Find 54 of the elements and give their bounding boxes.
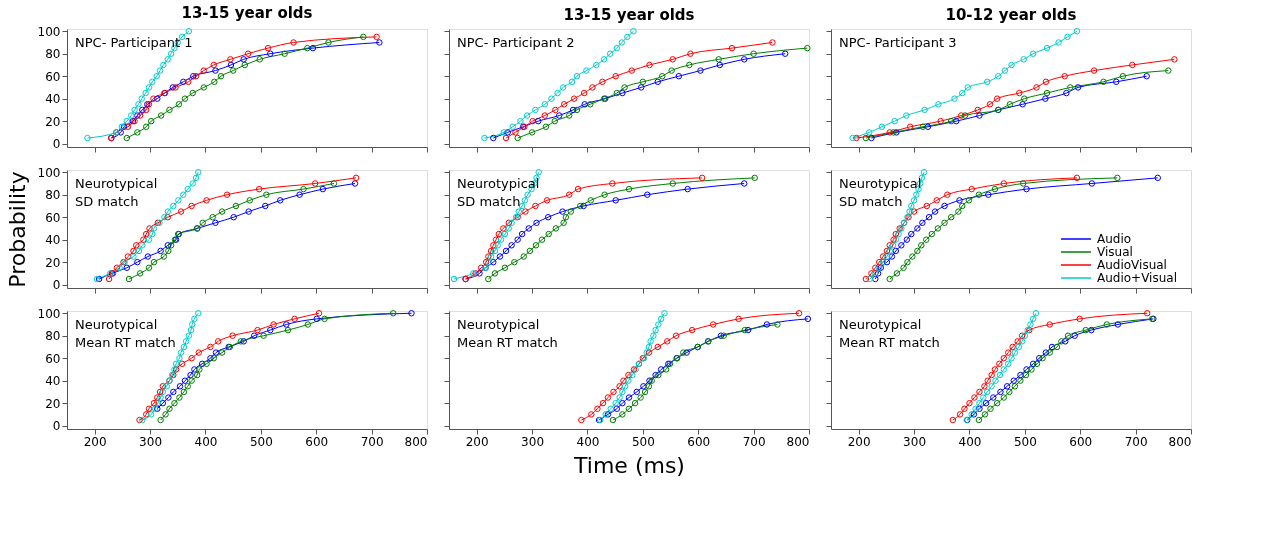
chart-title: 10-12 year olds	[945, 5, 1077, 24]
x-tick-label: 600	[305, 434, 329, 449]
y-tick-label: 40	[45, 92, 61, 107]
y-tick-label: 60	[45, 210, 61, 225]
x-tick-label: 400	[576, 434, 600, 449]
y-tick-label: 0	[52, 419, 61, 434]
y-axis-title: Probability	[4, 171, 30, 288]
legend-label: Audio+Visual	[1097, 271, 1177, 285]
annotation: NPC- Participant 3	[839, 35, 957, 50]
y-tick-label: 80	[45, 47, 61, 62]
x-tick-label: 300	[139, 434, 163, 449]
annotation: Neurotypical Mean RT match	[839, 317, 940, 350]
y-tick-label: 80	[45, 329, 61, 344]
legend-label: Audio	[1097, 232, 1132, 246]
x-tick-label: 200	[847, 434, 871, 449]
y-tick-label: 0	[52, 137, 61, 152]
x-tick-label: 300	[903, 434, 927, 449]
y-tick-label: 0	[52, 278, 61, 293]
annotation: Neurotypical SD match	[75, 176, 158, 209]
y-tick-label: 60	[45, 351, 61, 366]
y-tick-label: 100	[37, 306, 61, 321]
y-tick-label: 60	[45, 69, 61, 84]
y-tick-label: 20	[45, 114, 61, 129]
x-tick-label: 600	[1069, 434, 1093, 449]
x-tick-label: 700	[360, 434, 384, 449]
chart-title: 13-15 year olds	[563, 5, 695, 24]
x-tick-label: 500	[631, 434, 655, 449]
legend-label: Visual	[1097, 245, 1133, 259]
x-tick-label: 500	[249, 434, 273, 449]
x-tick-label: 300	[521, 434, 545, 449]
x-tick-label: 200	[83, 434, 107, 449]
x-tick-label: 700	[1124, 434, 1148, 449]
x-tick-label: 800	[786, 434, 810, 449]
x-tick-label: 200	[465, 434, 489, 449]
x-tick-label: 400	[194, 434, 218, 449]
y-tick-label: 80	[45, 188, 61, 203]
y-tick-label: 40	[45, 233, 61, 248]
x-tick-label: 800	[1168, 434, 1192, 449]
x-tick-label: 400	[958, 434, 982, 449]
annotation: Neurotypical Mean RT match	[457, 317, 558, 350]
x-tick-label: 700	[742, 434, 766, 449]
x-tick-label: 500	[1013, 434, 1037, 449]
annotation: Neurotypical Mean RT match	[75, 317, 176, 350]
x-tick-label: 600	[687, 434, 711, 449]
x-axis-title: Time (ms)	[573, 452, 685, 478]
annotation: NPC- Participant 2	[457, 35, 575, 50]
y-tick-label: 20	[45, 255, 61, 270]
chart-title: 13-15 year olds	[181, 4, 313, 23]
y-tick-label: 20	[45, 396, 61, 411]
y-tick-label: 100	[37, 165, 61, 180]
legend-label: AudioVisual	[1097, 258, 1167, 272]
y-tick-label: 40	[45, 374, 61, 389]
x-tick-label: 800	[404, 434, 428, 449]
y-tick-label: 100	[37, 24, 61, 39]
